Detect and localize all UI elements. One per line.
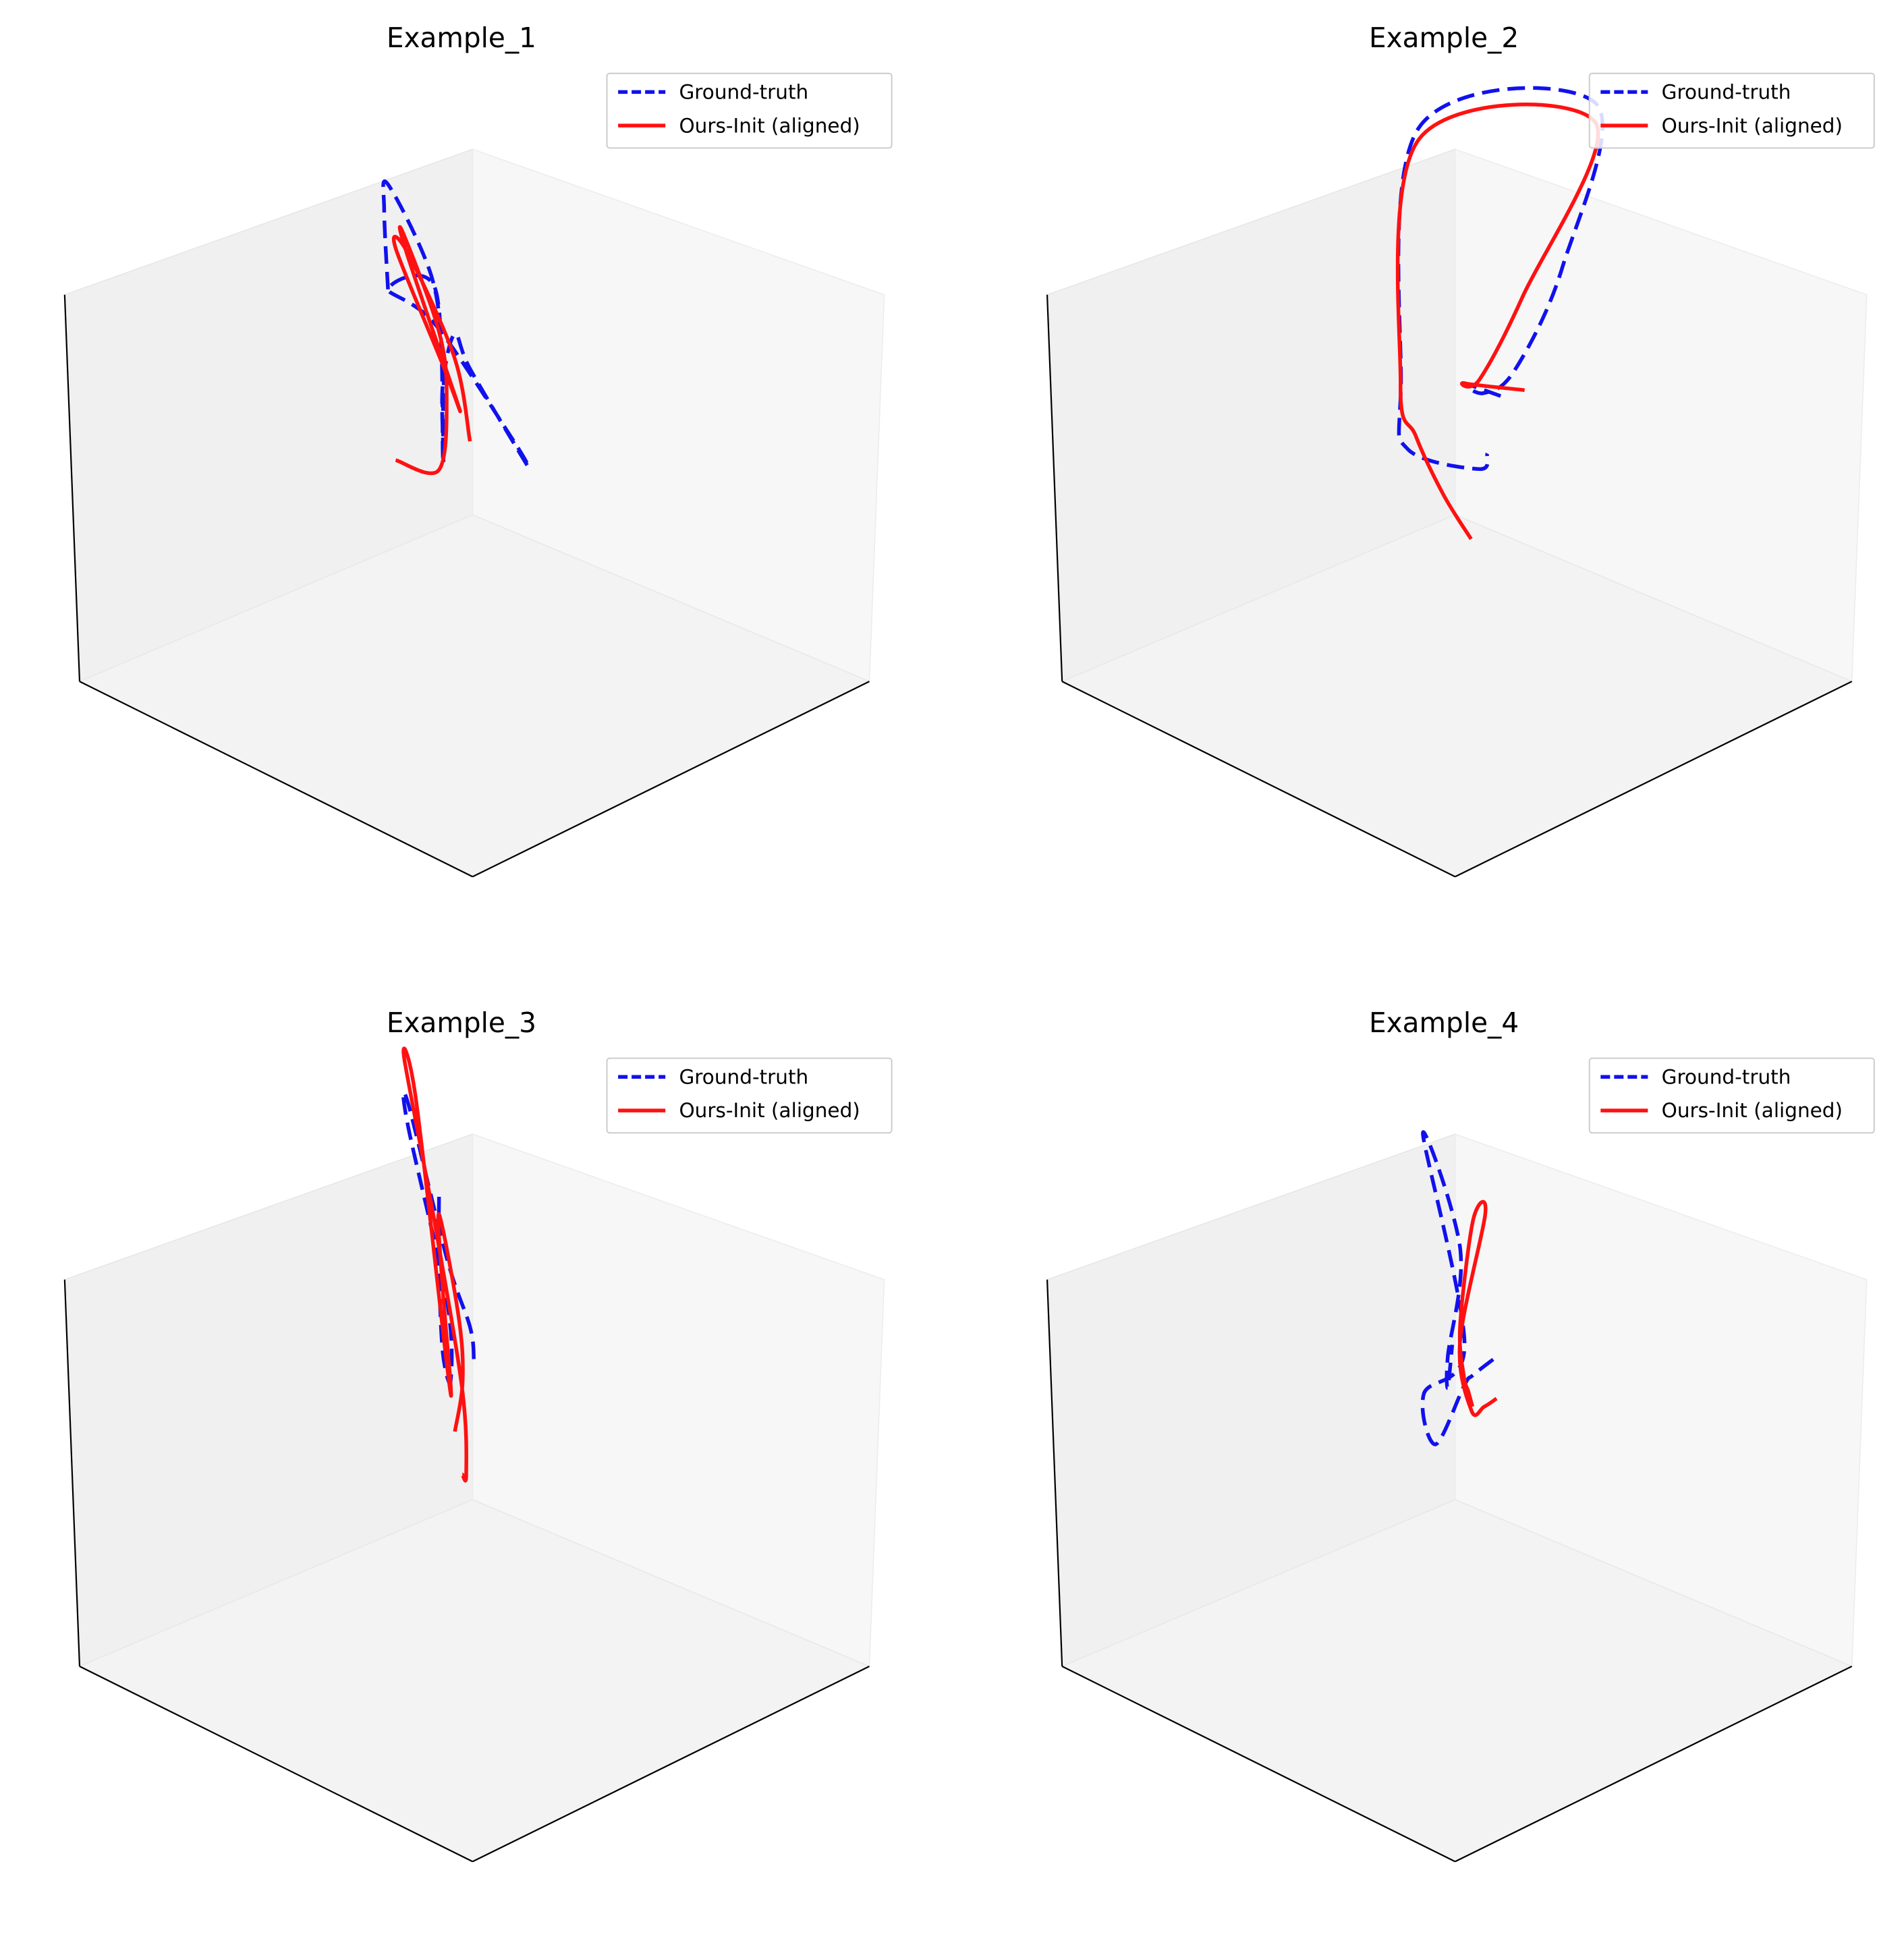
legend-ground-truth-label: Ground-truth: [1662, 1065, 1791, 1088]
ours-init-series: [1457, 1199, 1498, 1417]
legend-ours-init-label: Ours-Init (aligned): [1662, 1099, 1843, 1122]
subplot-title: Example_4: [1369, 1007, 1519, 1039]
z-axis-line: [63, 1279, 81, 1667]
subplot-title: Example_3: [387, 1007, 536, 1039]
y-axis-line: [472, 1666, 870, 1863]
legend-box: [606, 1057, 893, 1134]
legend-ground-truth-label: Ground-truth: [679, 1065, 808, 1088]
z-axis-line: [63, 294, 81, 682]
y-axis-line: [1455, 681, 1853, 878]
z-axis-line: [1046, 294, 1063, 682]
y-axis-line: [1455, 1666, 1853, 1863]
legend: Ground-truth Ours-Init (aligned): [606, 1057, 893, 1134]
x-axis-line: [79, 681, 473, 878]
legend: Ground-truth Ours-Init (aligned): [1588, 1057, 1875, 1134]
x-axis-line: [79, 1666, 473, 1863]
subplot-example-4: Example_4 Ground-truth Ours-Init (aligned): [1046, 1007, 1875, 1863]
legend-ours-init-label: Ours-Init (aligned): [679, 114, 860, 137]
legend-box: [1588, 1057, 1875, 1134]
legend-ours-init-label: Ours-Init (aligned): [1662, 114, 1843, 137]
subplot-title: Example_1: [387, 22, 536, 54]
legend-ground-truth-label: Ground-truth: [679, 81, 808, 104]
subplot-example-1: Example_1 Ground-truth Ours-Init (aligned): [63, 22, 893, 878]
ours-init-series: [401, 1046, 468, 1483]
y-axis-line: [472, 681, 870, 878]
ground-truth-series: [1420, 1130, 1494, 1446]
legend: Ground-truth Ours-Init (aligned): [1588, 72, 1875, 149]
ground-truth-series: [381, 179, 531, 470]
ground-truth-series: [1396, 86, 1604, 472]
legend-box: [1588, 72, 1875, 149]
ours-init-series: [391, 225, 472, 476]
legend-box: [606, 72, 893, 149]
subplot-example-3: Example_3 Ground-truth Ours-Init (aligned): [63, 1007, 893, 1863]
legend: Ground-truth Ours-Init (aligned): [606, 72, 893, 149]
legend-ours-init-label: Ours-Init (aligned): [679, 1099, 860, 1122]
x-axis-line: [1061, 681, 1456, 878]
z-axis-line: [1046, 1279, 1063, 1667]
x-axis-line: [1061, 1666, 1456, 1863]
legend-ground-truth-label: Ground-truth: [1662, 81, 1791, 104]
subplot-title: Example_2: [1369, 22, 1519, 54]
ours-init-series: [1395, 103, 1600, 540]
subplot-example-2: Example_2 Ground-truth Ours-Init (aligned): [1046, 22, 1875, 878]
